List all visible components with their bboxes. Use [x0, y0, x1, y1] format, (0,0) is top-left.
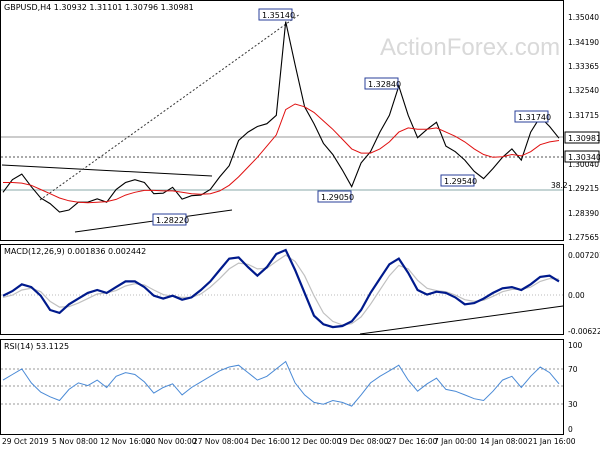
- svg-text:1.32840: 1.32840: [368, 80, 401, 89]
- svg-text:1.30040: 1.30040: [568, 160, 599, 169]
- svg-text:1.28390: 1.28390: [568, 209, 599, 218]
- annotation-129540: 1.29540: [440, 174, 477, 187]
- annotation-135140: 1.35140: [258, 8, 295, 21]
- svg-text:27 Nov 08:00: 27 Nov 08:00: [193, 437, 244, 446]
- svg-text:-0.006229: -0.006229: [568, 327, 600, 336]
- x-axis: 29 Oct 2019 5 Nov 08:00 12 Nov 16:00 20 …: [2, 437, 576, 446]
- svg-text:1.34190: 1.34190: [568, 38, 599, 47]
- svg-text:7 Jan 00:00: 7 Jan 00:00: [434, 437, 477, 446]
- svg-text:1.32540: 1.32540: [568, 86, 599, 95]
- triangle-upper-line: [1, 164, 213, 177]
- price-series-line: [2, 21, 560, 213]
- svg-text:1.30340: 1.30340: [568, 153, 600, 162]
- annotation-129050: 1.29050: [317, 190, 354, 203]
- watermark: ActionForex.com: [380, 34, 560, 61]
- macd-main-line: [2, 248, 560, 329]
- svg-text:20 Nov 00:00: 20 Nov 00:00: [146, 437, 197, 446]
- svg-text:12 Dec 00:00: 12 Dec 00:00: [291, 437, 342, 446]
- macd-title: MACD(12,26,9) 0.001836 0.002442: [4, 247, 146, 256]
- macd-trend-line: [359, 305, 564, 335]
- annotation-128220: 1.28220: [152, 213, 189, 226]
- svg-text:30: 30: [568, 400, 578, 409]
- svg-text:19 Dec 08:00: 19 Dec 08:00: [338, 437, 389, 446]
- price-y-axis: 1.35040 1.34190 1.33365 1.32540 1.31715 …: [568, 13, 599, 242]
- svg-text:1.29050: 1.29050: [321, 193, 354, 202]
- dotted-trend-line: [39, 13, 301, 201]
- svg-text:1.31715: 1.31715: [568, 111, 599, 120]
- price-title: GBPUSD,H4 1.30932 1.31101 1.30796 1.3098…: [4, 3, 194, 12]
- svg-text:1.31740: 1.31740: [518, 113, 551, 122]
- svg-text:0.00: 0.00: [568, 291, 585, 300]
- svg-text:4 Dec 16:00: 4 Dec 16:00: [244, 437, 290, 446]
- svg-text:100: 100: [568, 341, 583, 350]
- svg-text:14 Jan 08:00: 14 Jan 08:00: [480, 437, 528, 446]
- annotation-131740: 1.31740: [514, 110, 551, 123]
- svg-text:1.29540: 1.29540: [444, 177, 477, 186]
- svg-text:0: 0: [568, 425, 573, 434]
- rsi-pane: [0, 339, 564, 435]
- fib-38-label: 38.2: [551, 181, 568, 190]
- svg-text:1.33365: 1.33365: [568, 62, 599, 71]
- svg-text:0.007201: 0.007201: [568, 251, 600, 260]
- rsi-title: RSI(14) 53.1125: [4, 342, 69, 351]
- svg-text:12 Nov 16:00: 12 Nov 16:00: [100, 437, 151, 446]
- svg-text:1.29215: 1.29215: [568, 184, 599, 193]
- rsi-line: [2, 360, 560, 407]
- current-price-tag: 1.30981: [564, 131, 600, 144]
- moving-average-line: [3, 103, 560, 204]
- svg-text:1.28220: 1.28220: [156, 216, 189, 225]
- support-price-tag: 1.30340: [564, 150, 600, 163]
- svg-text:1.30981: 1.30981: [568, 134, 600, 143]
- macd-y-axis: 0.007201 0.00 -0.006229: [568, 251, 600, 336]
- svg-text:27 Dec 16:00: 27 Dec 16:00: [387, 437, 438, 446]
- rsi-y-axis: 100 70 30 0: [568, 341, 583, 434]
- svg-text:1.27565: 1.27565: [568, 233, 599, 242]
- macd-signal-line: [2, 254, 560, 326]
- svg-text:5 Nov 08:00: 5 Nov 08:00: [52, 437, 98, 446]
- svg-text:21 Jan 16:00: 21 Jan 16:00: [528, 437, 576, 446]
- annotation-132840: 1.32840: [364, 77, 401, 90]
- svg-text:1.35040: 1.35040: [568, 13, 599, 22]
- macd-pane: [0, 244, 564, 335]
- svg-text:29 Oct 2019: 29 Oct 2019: [2, 437, 49, 446]
- svg-text:70: 70: [568, 365, 578, 374]
- svg-text:1.35140: 1.35140: [262, 11, 295, 20]
